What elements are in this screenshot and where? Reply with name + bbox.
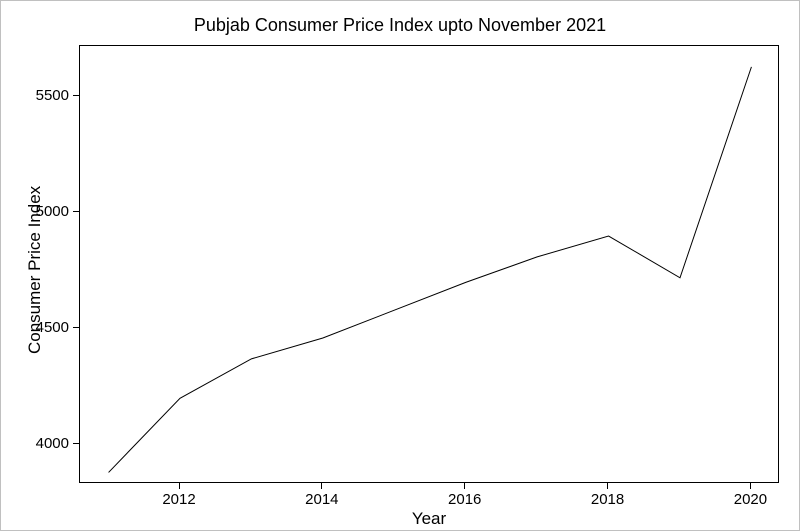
chart-container: Pubjab Consumer Price Index upto Novembe…: [0, 0, 800, 531]
y-tick-label: 5000: [36, 203, 69, 220]
x-tick-label: 2018: [588, 491, 628, 508]
x-tick-mark: [464, 483, 465, 489]
x-axis-label: Year: [79, 509, 779, 529]
y-tick-label: 4500: [36, 319, 69, 336]
line-series: [80, 46, 780, 484]
cpi-line: [109, 67, 752, 473]
x-tick-mark: [607, 483, 608, 489]
x-tick-label: 2012: [159, 491, 199, 508]
y-tick-mark: [73, 443, 79, 444]
x-tick-label: 2014: [302, 491, 342, 508]
y-tick-mark: [73, 95, 79, 96]
x-tick-label: 2016: [445, 491, 485, 508]
y-tick-label: 5500: [36, 87, 69, 104]
plot-area: [79, 45, 779, 483]
y-tick-mark: [73, 211, 79, 212]
x-tick-mark: [750, 483, 751, 489]
y-tick-mark: [73, 327, 79, 328]
x-tick-mark: [179, 483, 180, 489]
x-tick-label: 2020: [730, 491, 770, 508]
chart-title: Pubjab Consumer Price Index upto Novembe…: [1, 15, 799, 36]
x-tick-mark: [321, 483, 322, 489]
y-tick-label: 4000: [36, 435, 69, 452]
